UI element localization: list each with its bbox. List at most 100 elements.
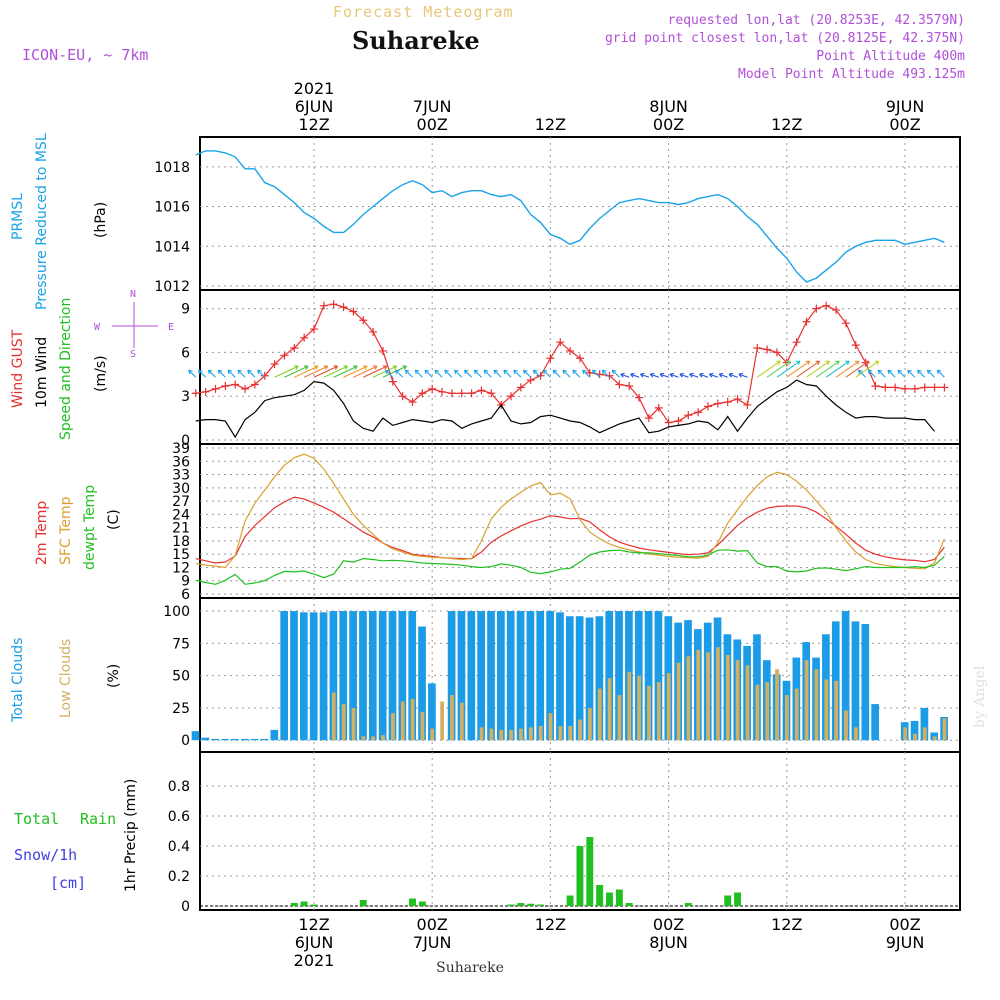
gust-marker (901, 384, 909, 393)
credit-watermark: by Angel (972, 665, 988, 728)
wind-arrow-head (434, 369, 439, 375)
wind-arrow-head (198, 369, 203, 375)
wind-arrow (709, 373, 719, 378)
wind-arrow-head (825, 360, 830, 366)
wind-arrow (582, 369, 591, 378)
dewpt-label: dewpt Temp (82, 485, 98, 570)
precip-bar (684, 903, 692, 906)
low-cloud-bar (440, 701, 445, 741)
wind-arrow-head (323, 365, 329, 370)
wind-arrow (372, 365, 397, 378)
wind-arrow (533, 369, 541, 378)
total-cloud-bar (309, 612, 318, 741)
wind-arrow (395, 369, 404, 378)
low-cloud-bar (331, 692, 336, 741)
wind-arrow-head (552, 369, 558, 375)
gust-marker (319, 301, 328, 310)
wind-arrow-head (805, 360, 811, 366)
wind-arrow (562, 369, 571, 378)
wind-arrow-head (718, 372, 724, 378)
total-cloud-bar (201, 737, 210, 741)
low-cloud-bar (410, 698, 415, 741)
total-cloud-bar (615, 611, 623, 741)
temp-sfc-label: SFC Temp (58, 496, 74, 565)
gust-marker (349, 307, 358, 316)
gust-marker (359, 316, 368, 325)
wind-arrow (855, 360, 880, 378)
footer-location: Suhareke (436, 960, 504, 976)
compass-rose: N W E S (94, 289, 174, 360)
wind-arrow-head (247, 369, 252, 375)
wind-arrow (424, 369, 433, 378)
wind-arrow (247, 369, 256, 378)
pressure-msl-label: Pressure Reduced to MSL (34, 133, 50, 310)
gust-marker (398, 392, 407, 401)
temp-ytick-label: 39 (172, 441, 190, 457)
wind-arrow (405, 369, 413, 378)
total-cloud-bar (211, 738, 220, 741)
gust-marker (920, 383, 929, 392)
total-cloud-bar (368, 611, 377, 741)
low-cloud-bar (538, 726, 543, 741)
wind-arrow (434, 369, 443, 378)
gust-marker (704, 402, 712, 411)
wind-arrow (825, 360, 850, 378)
gust-marker (585, 368, 594, 377)
gust-marker (566, 346, 575, 355)
gust-marker (221, 381, 230, 390)
gust-marker (270, 360, 279, 369)
wind-arrow-head (343, 365, 348, 370)
low-cloud-bar (735, 660, 740, 741)
wind-arrow (620, 373, 630, 378)
low-cloud-bar (656, 682, 661, 741)
wind-arrow-head (611, 369, 617, 375)
low-cloud-bar (568, 726, 573, 741)
y-tick-labels: 1012101410161018036969121518212427303336… (154, 160, 190, 915)
total-cloud-bar (428, 683, 436, 741)
clouds-ytick-label: 75 (172, 636, 190, 652)
gust-marker (575, 354, 584, 363)
wind-arrow-head (835, 360, 840, 366)
low-cloud-bar (814, 669, 819, 741)
top-time-label: 00Z (417, 115, 448, 134)
wind-arrow (699, 373, 709, 378)
tsfc-line (195, 453, 945, 570)
wind-arrow-head (493, 369, 499, 375)
wind-direction-arrows (188, 360, 945, 378)
gust-marker (201, 387, 210, 396)
gust-marker (684, 411, 693, 420)
gust-marker (211, 384, 220, 393)
wind-arrow-head (601, 369, 607, 375)
temp-labels: 2m Temp SFC Temp dewpt Temp (C) (34, 485, 122, 570)
compass-e: E (168, 322, 174, 333)
gust-marker (832, 306, 841, 315)
gust-marker (546, 354, 555, 363)
precip-bar (586, 837, 594, 906)
total-cloud-bar (546, 611, 554, 741)
wind-arrow-head (483, 369, 489, 375)
precip-bar (537, 904, 544, 906)
low-cloud-bar (666, 673, 671, 741)
wind-arrow (659, 373, 669, 378)
wind-arrow-head (372, 365, 378, 370)
gust-marker (477, 386, 486, 395)
wind-arrow-head (786, 360, 791, 366)
low-cloud-bar (509, 729, 513, 741)
low-cloud-bar (676, 662, 681, 741)
precip-bars (200, 837, 960, 907)
wind-arrow-head (854, 360, 860, 366)
total-cloud-bar (910, 720, 919, 741)
gust-marker (260, 371, 269, 380)
low-cloud-bar (853, 727, 858, 741)
low-cloud-bar (607, 678, 612, 741)
precip-bar (517, 903, 525, 906)
low-cloud-bar (627, 671, 632, 741)
low-cloud-bar (351, 707, 356, 741)
wind-ytick-label: 3 (181, 389, 190, 405)
gust-marker (467, 389, 476, 398)
wind-arrow-head (815, 360, 821, 366)
total-cloud-bar (221, 738, 229, 741)
gust-marker (605, 371, 614, 380)
wind-arrow-head (402, 365, 407, 370)
